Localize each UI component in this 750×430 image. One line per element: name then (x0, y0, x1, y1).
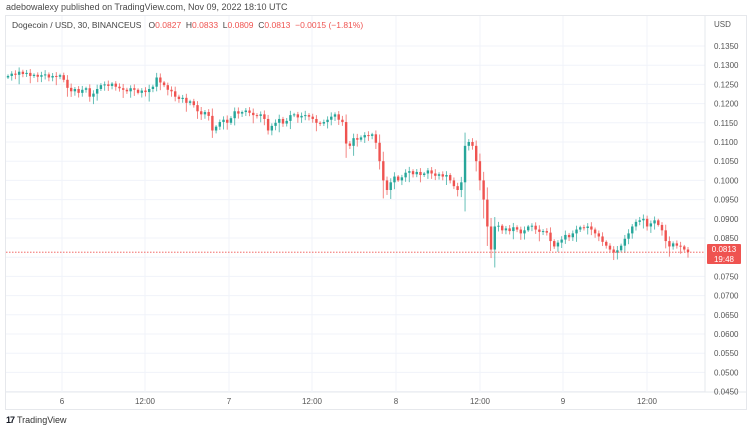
time-tick: 6 (60, 397, 65, 406)
candles (6, 67, 690, 268)
brand-name: TradingView (17, 415, 67, 425)
price-tick: 0.0750 (714, 272, 739, 281)
symbol-name: Dogecoin / USD, 30, BINANCEUS (12, 20, 142, 30)
bar-countdown: 19:48 (713, 254, 735, 264)
last-price: 0.0813 (711, 245, 737, 255)
close-value: 0.0813 (264, 20, 291, 30)
high-value: 0.0833 (192, 20, 219, 30)
tradingview-brand[interactable]: 17 TradingView (6, 415, 67, 425)
time-axis[interactable]: 6 12:00 7 12:00 8 12:00 9 12:00 (60, 397, 658, 406)
tradingview-logo-icon: 17 (6, 415, 15, 425)
price-tick: 0.1100 (714, 138, 738, 147)
grid-lines (6, 16, 746, 393)
last-price-tag: 0.0813 19:48 (707, 244, 741, 265)
price-tick: 0.0700 (714, 292, 739, 301)
low-value: 0.0809 (227, 20, 254, 30)
price-tick: 0.0500 (714, 368, 739, 377)
price-axis[interactable]: USD 0.1350 0.1300 0.1250 0.1200 0.1150 0.1100 0… (714, 20, 739, 397)
symbol-legend: Dogecoin / USD, 30, BINANCEUS O0.0827 H0… (12, 20, 364, 30)
time-tick: 7 (227, 397, 232, 406)
time-tick: 12:00 (135, 397, 156, 406)
price-tick: 0.1200 (714, 100, 739, 109)
time-tick: 12:00 (302, 397, 323, 406)
price-tick: 0.1250 (714, 80, 739, 89)
price-tick: 0.1000 (714, 176, 739, 185)
price-tick: 0.0950 (714, 196, 739, 205)
price-tick: 0.0450 (714, 388, 739, 397)
price-tick: 0.0900 (714, 215, 739, 224)
price-tick: 0.0550 (714, 349, 739, 358)
price-tick: 0.0850 (714, 234, 739, 243)
time-tick: 8 (394, 397, 399, 406)
price-tick: 0.1050 (714, 157, 739, 166)
change-value: −0.0015 (−1.81%) (295, 20, 364, 30)
price-tick: 0.1150 (714, 119, 738, 128)
price-tick: 0.1300 (714, 61, 739, 70)
currency-label: USD (714, 20, 731, 29)
price-tick: 0.1350 (714, 42, 739, 51)
time-tick: 12:00 (470, 397, 491, 406)
price-tick: 0.0600 (714, 330, 739, 339)
price-tick: 0.0650 (714, 311, 739, 320)
time-tick: 12:00 (637, 397, 658, 406)
time-tick: 9 (561, 397, 566, 406)
chart-frame (5, 15, 747, 410)
open-value: 0.0827 (155, 20, 182, 30)
publisher-line: adebowalexy published on TradingView.com… (6, 2, 288, 12)
